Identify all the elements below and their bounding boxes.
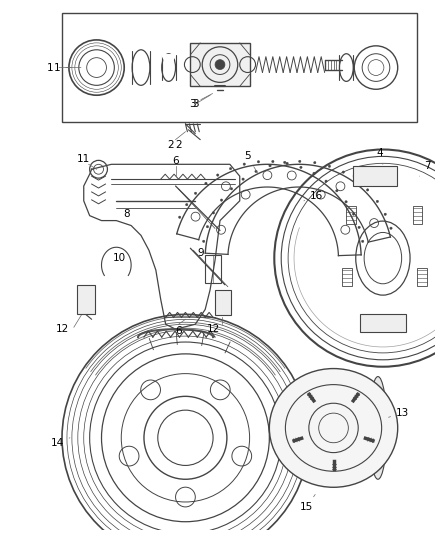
Circle shape bbox=[283, 161, 286, 164]
Circle shape bbox=[355, 179, 357, 181]
Text: 1: 1 bbox=[54, 62, 81, 72]
Text: 4: 4 bbox=[377, 149, 383, 164]
Circle shape bbox=[300, 166, 302, 168]
Circle shape bbox=[352, 213, 355, 215]
Circle shape bbox=[216, 174, 219, 176]
Bar bbox=[205, 255, 221, 283]
Bar bbox=[343, 268, 352, 286]
Circle shape bbox=[376, 200, 378, 203]
Polygon shape bbox=[162, 55, 176, 61]
Text: 3: 3 bbox=[192, 99, 198, 109]
Circle shape bbox=[257, 160, 260, 163]
Bar bbox=[191, 43, 250, 86]
Circle shape bbox=[367, 189, 369, 191]
Bar bbox=[77, 285, 95, 314]
Circle shape bbox=[186, 204, 188, 206]
Text: 3: 3 bbox=[189, 93, 212, 109]
Circle shape bbox=[325, 180, 327, 182]
Circle shape bbox=[255, 170, 257, 173]
Circle shape bbox=[205, 182, 207, 184]
Circle shape bbox=[220, 199, 223, 201]
Circle shape bbox=[314, 161, 316, 164]
Bar bbox=[417, 268, 427, 286]
Bar bbox=[215, 290, 231, 316]
Circle shape bbox=[194, 192, 197, 195]
Circle shape bbox=[272, 160, 274, 163]
Circle shape bbox=[286, 162, 288, 165]
Circle shape bbox=[243, 163, 245, 165]
Text: 2: 2 bbox=[167, 140, 174, 150]
Circle shape bbox=[342, 171, 345, 173]
Circle shape bbox=[269, 165, 271, 167]
Circle shape bbox=[328, 165, 331, 167]
Ellipse shape bbox=[269, 368, 398, 487]
Text: 14: 14 bbox=[50, 438, 70, 448]
Text: 2: 2 bbox=[175, 140, 182, 150]
Circle shape bbox=[206, 225, 208, 228]
Circle shape bbox=[242, 178, 244, 180]
Text: 7: 7 bbox=[420, 161, 431, 176]
Circle shape bbox=[336, 190, 338, 192]
Text: 12: 12 bbox=[55, 324, 69, 334]
Text: 9: 9 bbox=[197, 248, 204, 258]
Text: 8: 8 bbox=[123, 209, 130, 219]
Bar bbox=[413, 206, 422, 223]
Bar bbox=[62, 13, 417, 122]
Text: 16: 16 bbox=[304, 191, 323, 201]
Circle shape bbox=[390, 227, 392, 229]
Bar bbox=[346, 206, 356, 223]
Text: 15: 15 bbox=[300, 495, 315, 512]
Ellipse shape bbox=[369, 377, 387, 479]
Text: 1: 1 bbox=[47, 62, 71, 72]
Circle shape bbox=[230, 167, 232, 170]
Text: 5: 5 bbox=[244, 151, 258, 174]
Circle shape bbox=[202, 240, 205, 243]
Circle shape bbox=[358, 226, 360, 229]
Circle shape bbox=[299, 160, 301, 163]
Circle shape bbox=[215, 60, 225, 69]
Circle shape bbox=[313, 172, 315, 174]
Circle shape bbox=[230, 188, 233, 190]
Bar bbox=[360, 314, 406, 332]
Circle shape bbox=[361, 240, 364, 243]
Text: 10: 10 bbox=[113, 253, 126, 263]
Bar bbox=[353, 166, 397, 186]
Circle shape bbox=[345, 200, 347, 203]
Text: 12: 12 bbox=[206, 324, 220, 334]
Text: 13: 13 bbox=[389, 408, 409, 418]
Text: 6: 6 bbox=[172, 156, 179, 166]
Circle shape bbox=[179, 216, 181, 219]
Text: 11: 11 bbox=[77, 155, 90, 164]
Circle shape bbox=[212, 212, 215, 214]
Circle shape bbox=[384, 213, 386, 215]
Text: 6: 6 bbox=[175, 326, 182, 336]
